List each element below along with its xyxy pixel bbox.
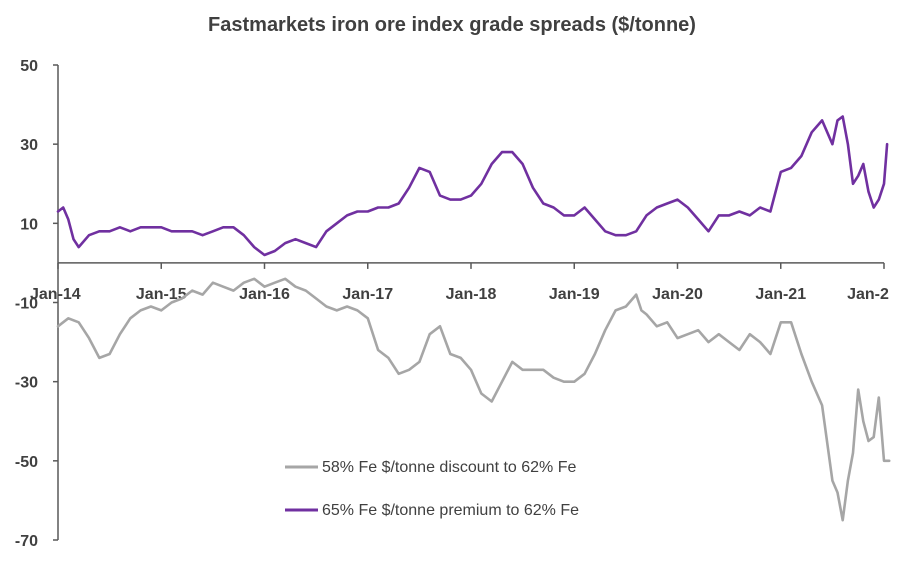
x-tick-label: Jan-14 [30, 286, 81, 303]
x-tick-label: Jan-16 [239, 286, 290, 303]
x-tick-label: Jan-2 [847, 286, 889, 303]
y-tick-label: -30 [15, 375, 38, 392]
x-tick-label: Jan-18 [446, 286, 497, 303]
x-tick-label: Jan-15 [136, 286, 187, 303]
legend-label-1: 58% Fe $/tonne discount to 62% Fe [322, 459, 576, 476]
x-tick-label: Jan-19 [549, 286, 600, 303]
x-tick-label: Jan-17 [342, 286, 393, 303]
y-tick-label: -50 [15, 454, 38, 471]
x-tick-label: Jan-20 [652, 286, 703, 303]
y-tick-label: -10 [15, 296, 38, 313]
y-tick-label: 10 [20, 216, 38, 233]
y-tick-label: -70 [15, 533, 38, 550]
legend: 58% Fe $/tonne discount to 62% Fe 65% Fe … [285, 459, 579, 519]
legend-label-2: 65% Fe $/tonne premium to 62% Fe [322, 502, 579, 519]
series-layer [56, 115, 891, 522]
x-tick-label: Jan-21 [755, 286, 806, 303]
series-line-2 [56, 115, 889, 257]
chart-title: Fastmarkets iron ore index grade spreads… [208, 14, 696, 36]
y-tick-label: 30 [20, 137, 38, 154]
series-line-1 [56, 277, 891, 522]
axes-layer: 50 30 10 -10 -30 -50 -70 Jan-14 Jan-15 Jan-16 Jan-… [15, 58, 889, 550]
y-tick-label: 50 [20, 58, 38, 75]
